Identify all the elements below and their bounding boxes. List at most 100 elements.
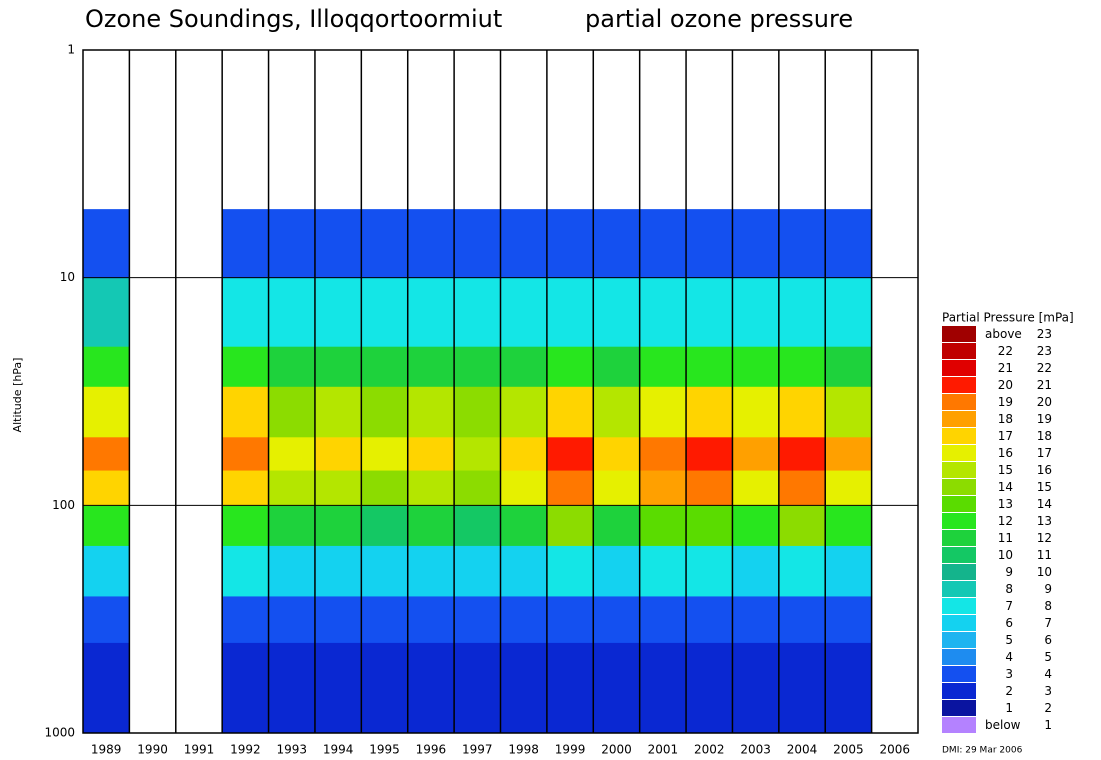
legend-swatch bbox=[942, 700, 976, 716]
legend-high: 3 bbox=[1044, 684, 1052, 698]
legend-swatch bbox=[942, 717, 976, 733]
heat-cell bbox=[500, 209, 548, 279]
legend-swatch bbox=[942, 411, 976, 427]
legend-low: 2 bbox=[1005, 684, 1013, 698]
heat-cell bbox=[83, 595, 130, 643]
heat-cell bbox=[314, 545, 362, 597]
heat-cell bbox=[639, 545, 687, 597]
heat-cell bbox=[500, 545, 548, 597]
legend-high: 1 bbox=[1044, 718, 1052, 732]
heat-cell bbox=[83, 346, 130, 387]
heat-cell bbox=[639, 470, 687, 506]
heat-cell bbox=[778, 346, 826, 387]
heat-cell bbox=[407, 386, 455, 438]
legend-high: 14 bbox=[1037, 497, 1052, 511]
heat-cell bbox=[825, 346, 873, 387]
heat-cell bbox=[778, 470, 826, 506]
heat-cell bbox=[222, 642, 270, 734]
heat-cell bbox=[83, 277, 130, 347]
heat-cell bbox=[222, 595, 270, 643]
heat-cell bbox=[407, 346, 455, 387]
heat-cell bbox=[639, 346, 687, 387]
heat-cell bbox=[825, 470, 873, 506]
legend-high: 18 bbox=[1037, 429, 1052, 443]
heat-cell bbox=[686, 386, 733, 438]
legend-swatch bbox=[942, 666, 976, 682]
y-tick-label: 100 bbox=[52, 498, 75, 512]
heat-cell bbox=[361, 277, 409, 347]
heat-cell bbox=[454, 277, 501, 347]
heat-cell bbox=[778, 505, 826, 546]
legend-high: 23 bbox=[1037, 327, 1052, 341]
heat-cell bbox=[314, 277, 362, 347]
heat-cell bbox=[593, 277, 641, 347]
heat-cell bbox=[546, 545, 594, 597]
heat-cell bbox=[454, 545, 501, 597]
heat-cell bbox=[546, 505, 594, 546]
heat-cell bbox=[500, 595, 548, 643]
legend-swatch bbox=[942, 564, 976, 580]
heat-cell bbox=[407, 209, 455, 279]
heat-cell bbox=[500, 386, 548, 438]
heat-cell bbox=[407, 545, 455, 597]
legend-swatch bbox=[942, 581, 976, 597]
heat-cell bbox=[639, 642, 687, 734]
legend-high: 2 bbox=[1044, 701, 1052, 715]
heat-cell bbox=[593, 386, 641, 438]
heat-cell bbox=[732, 436, 780, 471]
heat-cell bbox=[83, 209, 130, 279]
heat-cell bbox=[686, 595, 733, 643]
legend-high: 23 bbox=[1037, 344, 1052, 358]
legend-swatch bbox=[942, 479, 976, 495]
legend-swatch bbox=[942, 649, 976, 665]
heat-cell bbox=[454, 505, 501, 546]
heat-cell bbox=[639, 386, 687, 438]
heat-cell bbox=[500, 346, 548, 387]
footnote: DMI: 29 Mar 2006 bbox=[942, 746, 1023, 756]
legend-low: 8 bbox=[1005, 582, 1013, 596]
legend-low: 11 bbox=[998, 531, 1013, 545]
heat-cell bbox=[593, 642, 641, 734]
heat-cell bbox=[732, 346, 780, 387]
heat-cell bbox=[686, 470, 733, 506]
heat-cell bbox=[686, 346, 733, 387]
heat-cell bbox=[268, 209, 316, 279]
x-tick-label: 2006 bbox=[880, 743, 911, 757]
heat-cell bbox=[222, 505, 270, 546]
heat-cell bbox=[314, 595, 362, 643]
heat-cell bbox=[546, 642, 594, 734]
heat-cell bbox=[825, 436, 873, 471]
x-tick-label: 1994 bbox=[323, 743, 354, 757]
heat-cell bbox=[454, 470, 501, 506]
heat-cell bbox=[268, 595, 316, 643]
heat-cell bbox=[778, 209, 826, 279]
plot-frame bbox=[82, 49, 919, 734]
heat-cell bbox=[732, 642, 780, 734]
heat-cell bbox=[268, 436, 316, 471]
chart-subtitle: partial ozone pressure bbox=[585, 5, 853, 33]
legend-swatch bbox=[942, 377, 976, 393]
legend-low: 17 bbox=[998, 429, 1013, 443]
heat-cell bbox=[593, 346, 641, 387]
heat-cell bbox=[268, 545, 316, 597]
heat-cell bbox=[778, 545, 826, 597]
x-tick-label: 2005 bbox=[833, 743, 864, 757]
x-tick-label: 1991 bbox=[184, 743, 215, 757]
heat-cell bbox=[778, 595, 826, 643]
heat-cell bbox=[222, 277, 270, 347]
heat-cell bbox=[222, 470, 270, 506]
heat-cell bbox=[686, 209, 733, 279]
x-tick-label: 2003 bbox=[740, 743, 771, 757]
x-tick-label: 1997 bbox=[462, 743, 493, 757]
legend-swatch bbox=[942, 445, 976, 461]
heat-cell bbox=[639, 277, 687, 347]
heat-cell bbox=[732, 209, 780, 279]
heat-cell bbox=[407, 595, 455, 643]
y-tick-label: 10 bbox=[60, 270, 75, 284]
legend-high: 7 bbox=[1044, 616, 1052, 630]
heat-cell bbox=[361, 209, 409, 279]
legend-high: 22 bbox=[1037, 361, 1052, 375]
heat-cell bbox=[454, 642, 501, 734]
legend-low: 16 bbox=[998, 446, 1013, 460]
